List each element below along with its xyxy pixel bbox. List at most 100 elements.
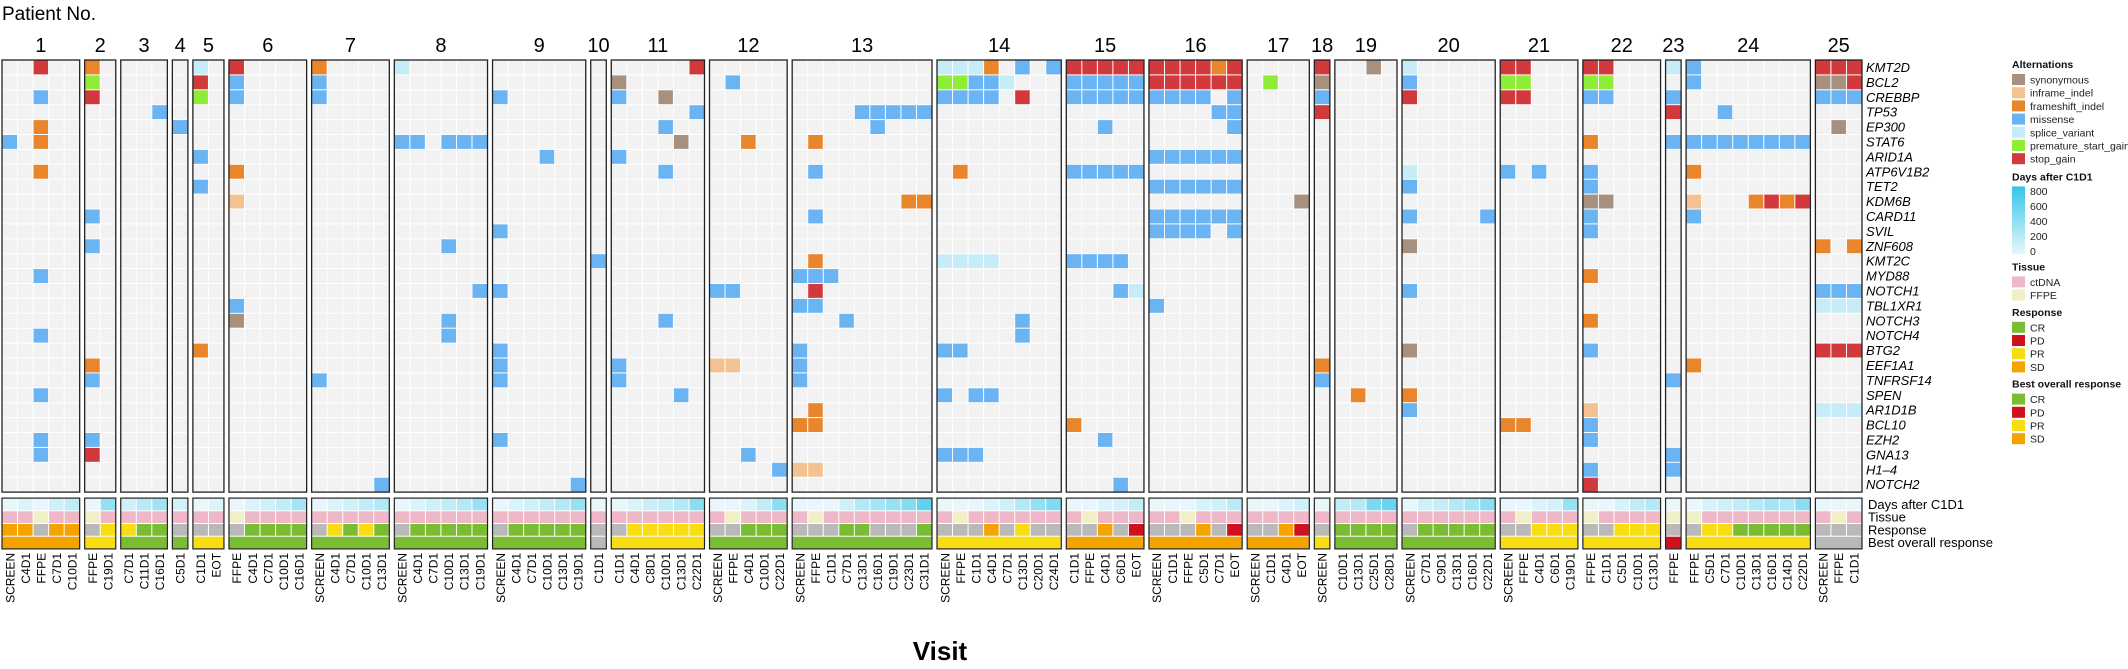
empty-cell [1831, 149, 1846, 164]
empty-cell [1562, 239, 1578, 254]
empty-cell [493, 447, 508, 462]
empty-cell [1263, 90, 1278, 105]
empty-cell [792, 477, 808, 492]
days-cell [18, 498, 33, 511]
empty-cell [539, 433, 555, 447]
empty-cell [1211, 298, 1227, 313]
empty-cell [1547, 254, 1562, 269]
empty-cell [1764, 224, 1779, 239]
empty-cell [1418, 313, 1433, 328]
response-cell-CR [1433, 524, 1449, 536]
empty-cell [1449, 388, 1464, 403]
mutation-cell-missense [1149, 209, 1164, 224]
empty-cell [539, 298, 555, 313]
empty-cell [1314, 269, 1330, 283]
empty-cell [854, 313, 870, 328]
empty-cell [1779, 120, 1795, 134]
visit-label: FFPE [1832, 553, 1846, 584]
response-cell-NA [1500, 524, 1516, 536]
empty-cell [208, 194, 224, 209]
empty-cell [1196, 477, 1211, 492]
empty-cell [823, 433, 839, 447]
empty-cell [472, 403, 488, 418]
empty-cell [1717, 209, 1733, 224]
empty-cell [1097, 135, 1113, 149]
empty-cell [524, 209, 539, 224]
empty-cell [1113, 328, 1128, 343]
empty-cell [1449, 120, 1464, 134]
empty-cell [689, 462, 704, 477]
empty-cell [229, 403, 244, 418]
empty-cell [1562, 149, 1578, 164]
empty-cell [1779, 254, 1795, 269]
empty-cell [49, 269, 64, 283]
empty-cell [642, 418, 658, 432]
empty-cell [1263, 477, 1278, 492]
empty-cell [1314, 284, 1330, 298]
empty-cell [984, 224, 999, 239]
empty-cell [85, 388, 100, 403]
days-cell [410, 498, 425, 511]
empty-cell [100, 105, 116, 120]
empty-cell [245, 105, 260, 120]
empty-cell [1516, 239, 1531, 254]
response-cell-NA [1247, 524, 1263, 536]
empty-cell [1350, 60, 1366, 75]
response-cell-SD [49, 524, 64, 536]
mutation-cell-synonymous [1402, 239, 1418, 254]
empty-cell [627, 313, 642, 328]
empty-cell [1815, 254, 1831, 269]
visit-label: C4D1 [328, 553, 342, 584]
empty-cell [1531, 179, 1547, 194]
empty-cell [343, 60, 358, 75]
visit-label: C1D1 [1600, 553, 1614, 584]
empty-cell [276, 239, 291, 254]
empty-cell [984, 269, 999, 283]
patient-grid-frame [1246, 59, 1310, 493]
days-cell [193, 498, 208, 511]
legend-swatch [2012, 420, 2025, 431]
empty-cell [524, 358, 539, 373]
empty-cell [1433, 313, 1449, 328]
empty-cell [327, 388, 343, 403]
empty-cell [441, 179, 456, 194]
empty-cell [1598, 403, 1614, 418]
empty-cell [260, 477, 276, 492]
mutation-cell-stop_gain [85, 447, 100, 462]
empty-cell [1748, 209, 1764, 224]
empty-cell [136, 239, 152, 254]
empty-cell [1717, 447, 1733, 462]
empty-cell [1180, 194, 1196, 209]
empty-cell [999, 179, 1015, 194]
empty-cell [901, 433, 916, 447]
empty-cell [1795, 209, 1810, 224]
mutation-cell-missense [1180, 224, 1196, 239]
mutation-cell-missense [1149, 224, 1164, 239]
empty-cell [1030, 373, 1046, 388]
empty-cell [1449, 135, 1464, 149]
empty-cell [1464, 194, 1480, 209]
empty-cell [472, 418, 488, 432]
empty-cell [1733, 284, 1748, 298]
days-cell [33, 498, 49, 511]
empty-cell [1196, 328, 1211, 343]
empty-cell [953, 403, 968, 418]
empty-cell [1097, 358, 1113, 373]
empty-cell [725, 343, 741, 358]
empty-cell [472, 447, 488, 462]
mutation-cell-missense [1046, 60, 1061, 75]
empty-cell [984, 418, 999, 432]
empty-cell [1196, 120, 1211, 134]
patient-grid-frame [1148, 59, 1243, 493]
empty-cell [193, 164, 208, 179]
empty-cell [570, 120, 586, 134]
empty-cell [710, 194, 725, 209]
mutation-cell-stop_gain [1128, 60, 1144, 75]
empty-cell [508, 284, 524, 298]
empty-cell [1097, 477, 1113, 492]
empty-cell [1180, 239, 1196, 254]
empty-cell [193, 120, 208, 134]
empty-cell [854, 433, 870, 447]
empty-cell [1500, 239, 1516, 254]
empty-cell [772, 477, 787, 492]
